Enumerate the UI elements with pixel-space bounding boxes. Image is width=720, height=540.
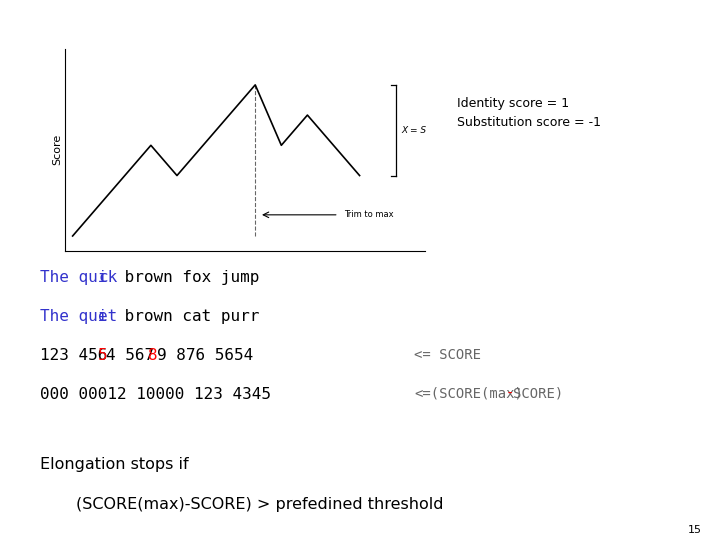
Text: 123 456: 123 456: [40, 348, 107, 363]
Text: -: -: [505, 387, 514, 401]
Text: <= SCORE: <= SCORE: [414, 348, 481, 362]
Text: <=(SCORE(max): <=(SCORE(max): [414, 387, 523, 401]
Text: (SCORE(max)-SCORE) > prefedined threshold: (SCORE(max)-SCORE) > prefedined threshol…: [76, 497, 443, 512]
Text: Trim to max: Trim to max: [344, 211, 394, 219]
Text: 000 00012 10000 123 4345: 000 00012 10000 123 4345: [40, 387, 271, 402]
Text: SCORE): SCORE): [513, 387, 563, 401]
Text: Elongation stops if: Elongation stops if: [40, 457, 188, 471]
Text: 4 567: 4 567: [107, 348, 155, 363]
Text: ck: ck: [98, 270, 117, 285]
Text: The qui: The qui: [40, 309, 107, 324]
Text: 8: 8: [148, 348, 158, 363]
Text: 15: 15: [688, 524, 702, 535]
Text: Identity score = 1
Substitution score = -1: Identity score = 1 Substitution score = …: [457, 97, 601, 129]
Text: The qui: The qui: [40, 270, 107, 285]
Text: X = S: X = S: [401, 126, 426, 134]
Text: brown cat purr: brown cat purr: [114, 309, 259, 324]
Text: brown fox jump: brown fox jump: [114, 270, 259, 285]
Y-axis label: Score: Score: [52, 134, 62, 165]
Text: BLAST – Elongation of the alignment: BLAST – Elongation of the alignment: [9, 11, 379, 29]
Text: 9 876 5654: 9 876 5654: [156, 348, 253, 363]
Text: et: et: [98, 309, 117, 324]
Text: 5: 5: [98, 348, 108, 363]
